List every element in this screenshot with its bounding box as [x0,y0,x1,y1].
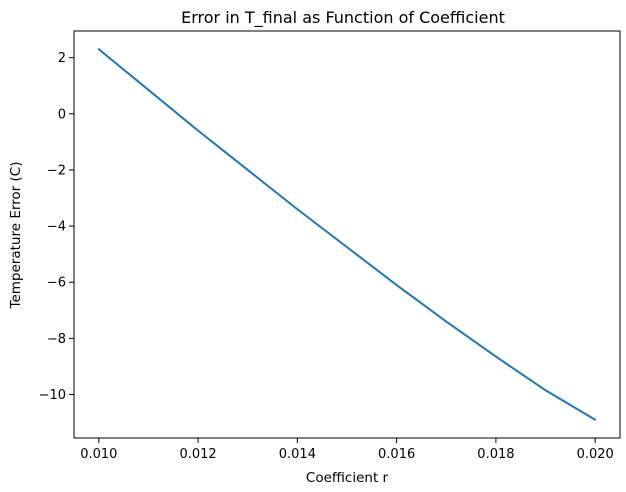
x-axis-label: Coefficient r [306,470,389,486]
plot-frame [73,30,621,439]
plot-area [73,30,621,439]
y-tick-label: −8 [47,332,66,347]
y-tick-label: −2 [47,163,66,178]
y-axis-label: Temperature Error (C) [8,162,24,310]
x-tick-label: 0.016 [378,447,415,462]
x-tick-label: 0.010 [80,447,117,462]
chart-title: Error in T_final as Function of Coeffici… [181,8,505,28]
y-tick-label: 0 [58,107,66,122]
x-tick-label: 0.020 [577,447,614,462]
series-line [97,48,597,421]
y-axis-ticks: 2 0 −2 −4 −6 −8 −10 [39,51,74,403]
y-tick-label: −10 [39,388,66,403]
x-axis-ticks: 0.010 0.012 0.014 0.016 0.018 0.020 [80,438,614,462]
y-tick-label: 2 [58,51,66,66]
x-tick-label: 0.012 [179,447,216,462]
x-tick-label: 0.014 [279,447,316,462]
y-tick-label: −4 [47,220,66,235]
y-tick-label: −6 [47,276,66,291]
x-tick-label: 0.018 [477,447,514,462]
series-layer [97,48,597,421]
